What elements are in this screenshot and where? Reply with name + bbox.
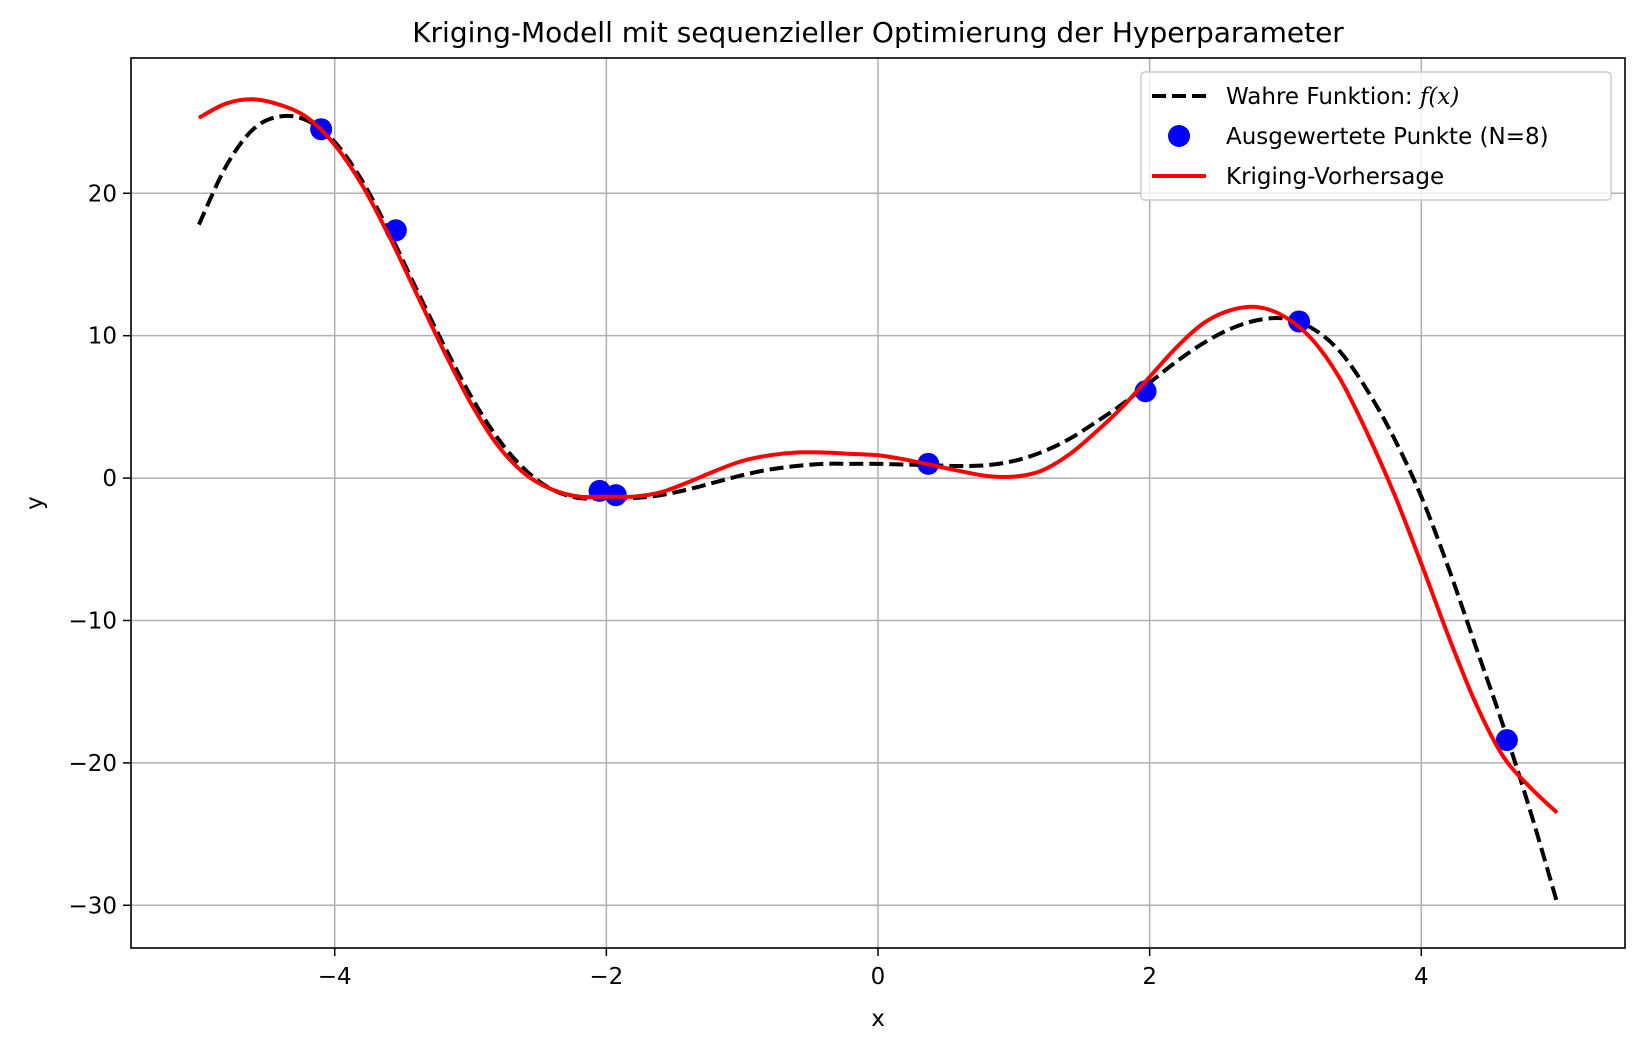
evaluated-point <box>1288 310 1311 333</box>
x-tick-label: −2 <box>589 964 623 990</box>
legend-kriging-label: Kriging-Vorhersage <box>1226 164 1444 190</box>
y-tick-label: −20 <box>68 751 117 777</box>
legend-true-function-label: Wahre Funktion: f(x) <box>1226 84 1459 110</box>
x-tick-label: 2 <box>1142 964 1157 990</box>
chart-title: Kriging-Modell mit sequenzieller Optimie… <box>412 16 1344 49</box>
y-tick-label: 0 <box>102 466 117 492</box>
legend-true-function-text: Wahre Funktion: <box>1226 84 1420 110</box>
evaluated-point <box>1495 729 1518 752</box>
kriging-prediction-line <box>197 97 1559 815</box>
y-tick-label: −30 <box>68 893 117 919</box>
x-tick-label: 0 <box>871 964 886 990</box>
legend-points-label: Ausgewertete Punkte (N=8) <box>1226 124 1549 150</box>
x-tick-label: 4 <box>1414 964 1429 990</box>
y-tick-label: 20 <box>88 181 117 207</box>
x-axis-label: x <box>871 1006 885 1032</box>
plot-area <box>197 97 1560 903</box>
true-function-line <box>197 113 1560 903</box>
y-tick-label: 10 <box>88 324 117 350</box>
y-axis-label: y <box>22 496 48 510</box>
y-tick-label: −10 <box>68 608 117 634</box>
legend-box <box>1140 71 1612 201</box>
legend: Wahre Funktion: f(x) Ausgewertete Punkte… <box>1140 71 1612 201</box>
legend-points-marker <box>1168 125 1190 147</box>
legend-true-function-math: f(x) <box>1418 84 1459 110</box>
x-tick-label: −4 <box>318 964 352 990</box>
